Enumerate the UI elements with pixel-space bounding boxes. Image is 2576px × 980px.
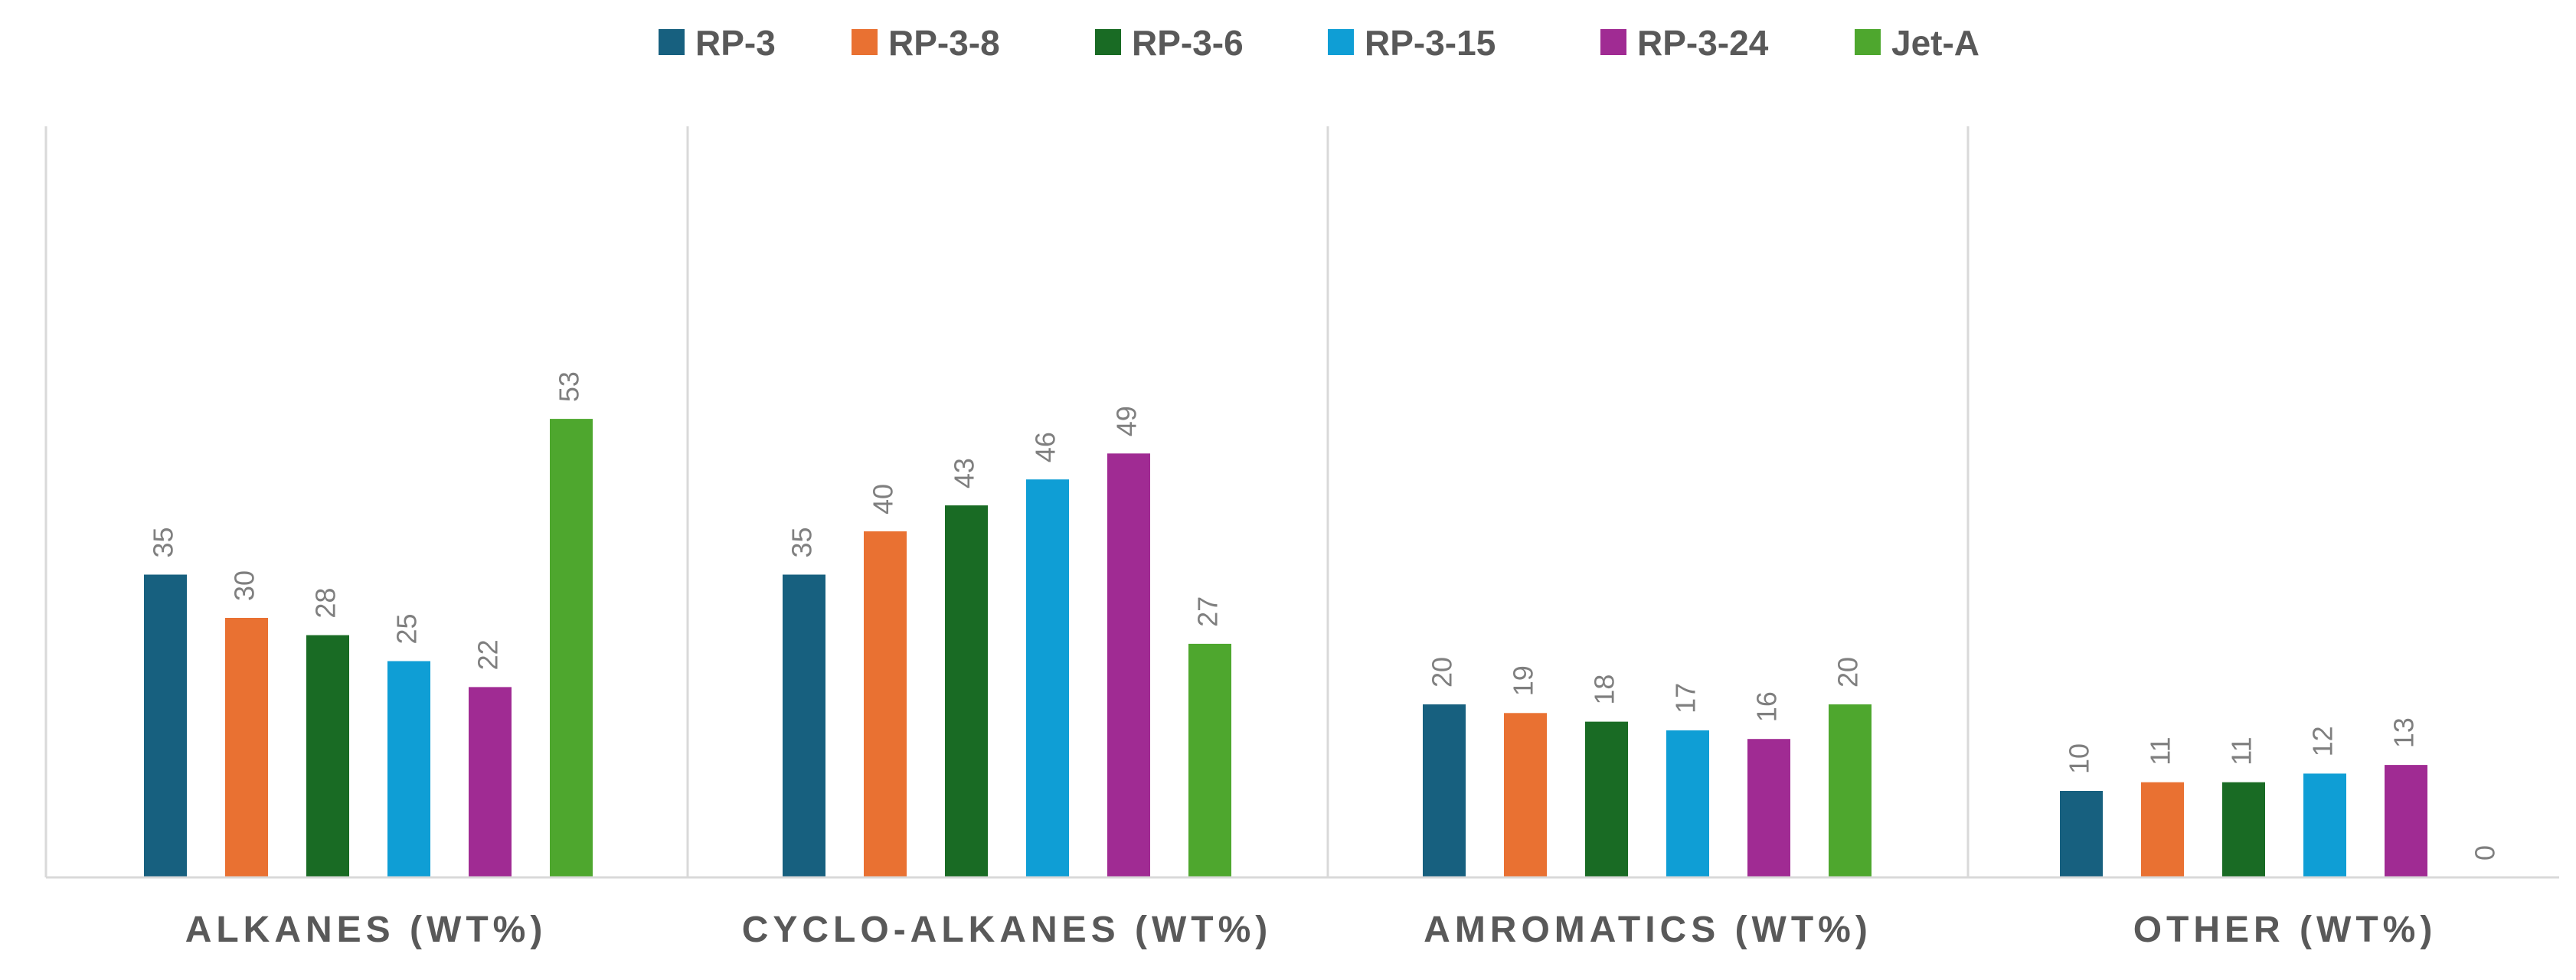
data-label-rp-3-8-other-wt: 11 xyxy=(2145,737,2176,765)
bar-rp-3-6-alkanes-wt xyxy=(306,635,349,877)
legend-label-rp-3-6: RP-3-6 xyxy=(1132,23,1244,63)
bar-rp-3-15-amromatics-wt xyxy=(1666,730,1709,877)
data-label-jet-a-amromatics-wt: 20 xyxy=(1832,657,1864,688)
bar-rp-3-24-other-wt xyxy=(2385,765,2427,877)
bar-rp-3-cyclo-alkanes-wt xyxy=(783,574,825,877)
legend-swatch-jet-a xyxy=(1855,29,1881,55)
data-label-rp-3-amromatics-wt: 20 xyxy=(1427,657,1458,688)
bar-rp-3-6-cyclo-alkanes-wt xyxy=(945,505,988,877)
bar-rp-3-6-other-wt xyxy=(2222,782,2265,877)
bar-rp-3-amromatics-wt xyxy=(1423,704,1466,877)
bar-rp-3-8-alkanes-wt xyxy=(225,618,268,877)
data-label-rp-3-other-wt: 10 xyxy=(2064,743,2095,774)
category-label-cyclo-alkanes-wt: CYCLO-ALKANES (WT%) xyxy=(742,910,1273,950)
data-label-rp-3-15-cyclo-alkanes-wt: 46 xyxy=(1030,432,1061,462)
legend: RP-3 RP-3-8 RP-3-6 RP-3-15 RP-3-24 Jet-A xyxy=(659,23,1979,63)
data-label-rp-3-6-other-wt: 11 xyxy=(2226,737,2257,765)
data-label-rp-3-6-cyclo-alkanes-wt: 43 xyxy=(949,458,980,488)
data-label-rp-3-24-alkanes-wt: 22 xyxy=(472,639,504,670)
data-label-jet-a-cyclo-alkanes-wt: 27 xyxy=(1192,596,1224,627)
data-label-rp-3-cyclo-alkanes-wt: 35 xyxy=(786,527,818,557)
data-label-rp-3-8-amromatics-wt: 19 xyxy=(1508,665,1539,696)
bar-jet-a-cyclo-alkanes-wt xyxy=(1188,643,1231,877)
category-label-amromatics-wt: AMROMATICS (WT%) xyxy=(1424,910,1872,950)
legend-swatch-rp-3 xyxy=(659,29,685,55)
data-labels: 35 30 28 25 22 53 35 40 43 46 49 27 20 19 18 17 16 20 10 11… xyxy=(148,371,2501,861)
bar-rp-3-6-amromatics-wt xyxy=(1585,721,1628,877)
data-label-rp-3-8-cyclo-alkanes-wt: 40 xyxy=(868,484,899,514)
bar-rp-3-alkanes-wt xyxy=(144,574,187,877)
data-label-rp-3-6-alkanes-wt: 28 xyxy=(310,588,342,619)
bar-rp-3-8-amromatics-wt xyxy=(1504,713,1547,877)
data-label-rp-3-15-other-wt: 12 xyxy=(2307,726,2339,756)
legend-label-rp-3-15: RP-3-15 xyxy=(1365,23,1496,63)
bar-jet-a-alkanes-wt xyxy=(550,419,593,877)
data-label-rp-3-15-amromatics-wt: 17 xyxy=(1670,683,1702,714)
category-dividers xyxy=(44,126,1970,877)
data-label-rp-3-24-cyclo-alkanes-wt: 49 xyxy=(1111,406,1143,436)
bar-rp-3-24-alkanes-wt xyxy=(469,687,512,877)
legend-label-rp-3: RP-3 xyxy=(695,23,776,63)
bar-rp-3-15-cyclo-alkanes-wt xyxy=(1026,479,1069,877)
data-label-rp-3-15-alkanes-wt: 25 xyxy=(391,613,423,644)
legend-swatch-rp-3-8 xyxy=(852,29,878,55)
bar-rp-3-24-amromatics-wt xyxy=(1747,739,1790,877)
bar-rp-3-8-other-wt xyxy=(2141,782,2184,877)
data-label-rp-3-8-alkanes-wt: 30 xyxy=(229,570,260,601)
data-label-jet-a-other-wt: 0 xyxy=(2470,845,2501,861)
data-label-rp-3-alkanes-wt: 35 xyxy=(148,527,179,557)
bar-rp-3-8-cyclo-alkanes-wt xyxy=(864,531,907,877)
bar-rp-3-15-other-wt xyxy=(2303,773,2346,877)
legend-swatch-rp-3-15 xyxy=(1328,29,1354,55)
legend-label-rp-3-8: RP-3-8 xyxy=(888,23,1000,63)
legend-label-jet-a: Jet-A xyxy=(1891,23,1979,63)
bar-rp-3-other-wt xyxy=(2060,791,2103,877)
bars xyxy=(144,419,2427,877)
category-labels: ALKANES (WT%) CYCLO-ALKANES (WT%) AMROMATI… xyxy=(185,910,2437,950)
category-label-alkanes-wt: ALKANES (WT%) xyxy=(185,910,548,950)
legend-swatch-rp-3-6 xyxy=(1095,29,1121,55)
data-label-rp-3-24-other-wt: 13 xyxy=(2388,717,2420,748)
legend-label-rp-3-24: RP-3-24 xyxy=(1637,23,1769,63)
bar-rp-3-15-alkanes-wt xyxy=(387,661,430,877)
bar-rp-3-24-cyclo-alkanes-wt xyxy=(1107,453,1150,877)
category-label-other-wt: OTHER (WT%) xyxy=(2133,910,2437,950)
data-label-jet-a-alkanes-wt: 53 xyxy=(554,371,585,402)
legend-swatch-rp-3-24 xyxy=(1600,29,1626,55)
data-label-rp-3-6-amromatics-wt: 18 xyxy=(1589,675,1620,705)
bar-jet-a-amromatics-wt xyxy=(1829,704,1872,877)
data-label-rp-3-24-amromatics-wt: 16 xyxy=(1751,691,1783,722)
